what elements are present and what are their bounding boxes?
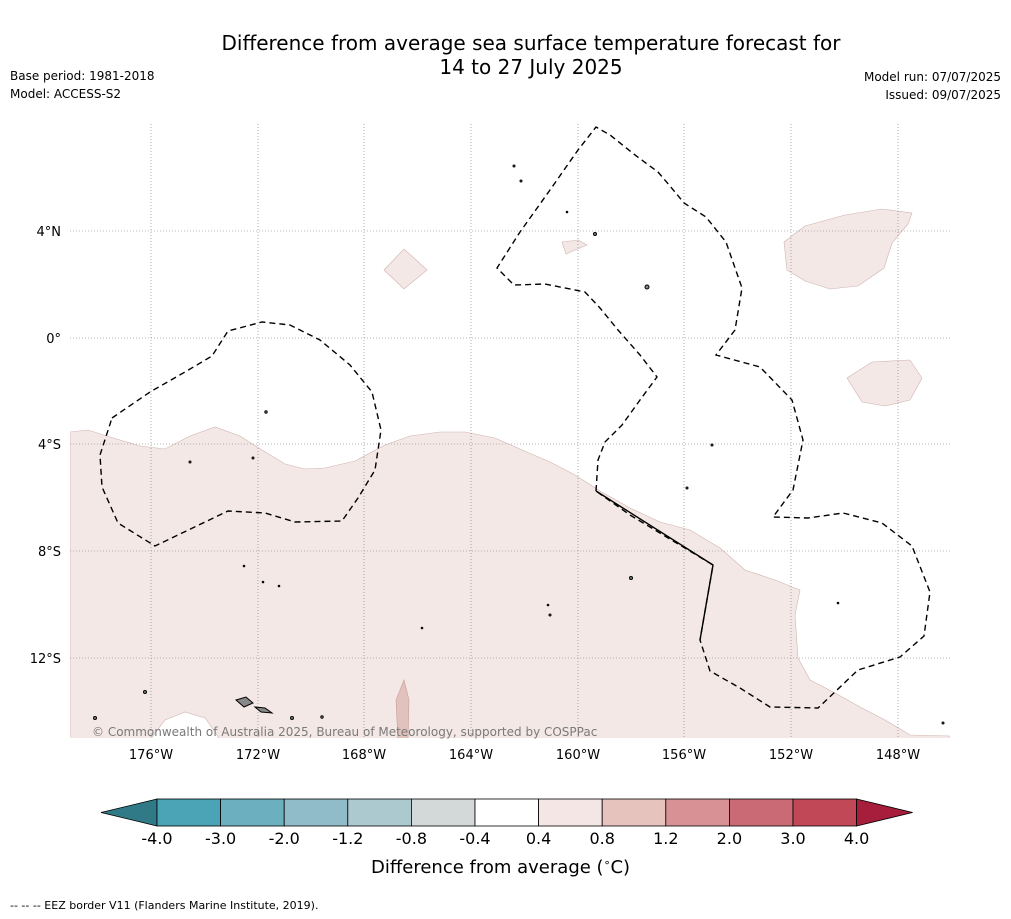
colorbar-segment	[538, 798, 603, 827]
island	[264, 410, 268, 414]
colorbar-arrow-high	[856, 798, 913, 827]
island	[251, 456, 255, 460]
colorbar-tick-label: 0.8	[589, 829, 614, 848]
island	[188, 460, 192, 464]
lat-labels: 4°N 0° 4°S 8°S 12°S	[30, 225, 61, 667]
island	[420, 626, 424, 630]
meta-right: Model run: 07/07/2025 Issued: 09/07/2025	[864, 68, 1001, 104]
lon-label: 176°W	[129, 748, 173, 763]
lon-label: 168°W	[342, 748, 386, 763]
colorbar-label-text: Difference from average (	[371, 857, 604, 878]
colorbar: -4.0 -3.0 -2.0 -1.2 -0.8 -0.4 0.4 0.8 1.2 2.0 3.0 4…	[100, 798, 913, 848]
anomaly-patch-east	[846, 359, 923, 407]
colorbar-segment	[729, 798, 794, 827]
lon-label: 156°W	[662, 748, 706, 763]
colorbar-segment	[283, 798, 349, 827]
island	[836, 601, 840, 605]
colorbar-arrow-low	[100, 798, 158, 827]
eez-shared-border	[595, 490, 714, 641]
lon-label: 148°W	[876, 748, 920, 763]
colorbar-segment	[156, 798, 221, 827]
island	[710, 443, 714, 447]
island	[512, 164, 516, 168]
eez-footnote: -- -- -- EEZ border V11 (Flanders Marine…	[10, 899, 319, 912]
anomaly-patch-strong	[395, 679, 410, 738]
colorbar-label: Difference from average (∘C)	[371, 856, 630, 878]
island	[941, 721, 945, 725]
title-line-1: Difference from average sea surface temp…	[221, 31, 841, 55]
island	[277, 584, 281, 588]
colorbar-tick-label: -2.0	[269, 829, 300, 848]
model-run: Model run: 07/07/2025	[863, 70, 1001, 84]
colorbar-tick-label: -1.2	[332, 829, 363, 848]
island	[519, 179, 523, 183]
anomaly-patch-north-2	[561, 239, 588, 255]
island-savaii	[234, 696, 254, 708]
copyright-text: © Commonwealth of Australia 2025, Bureau…	[92, 725, 597, 739]
map-title: Difference from average sea surface temp…	[0, 31, 1011, 79]
island	[320, 715, 324, 719]
island	[548, 613, 552, 617]
colorbar-segment	[474, 798, 539, 827]
colorbar-segment	[601, 798, 667, 827]
colorbar-tick-label: 0.4	[526, 829, 551, 848]
colorbar-tick-label: 3.0	[780, 829, 805, 848]
island	[546, 603, 550, 607]
lon-labels: 176°W 172°W 168°W 164°W 160°W 156°W 152°…	[129, 748, 920, 763]
eez-border-north	[496, 126, 931, 709]
lat-label: 4°N	[37, 225, 62, 240]
lat-label: 8°S	[38, 545, 61, 560]
colorbar-tick-label: -4.0	[141, 829, 172, 848]
islands	[93, 164, 945, 725]
colorbar-segment	[792, 798, 857, 827]
lat-label: 4°S	[38, 438, 61, 453]
island	[143, 690, 147, 694]
anomaly-region-south	[70, 426, 950, 738]
colorbar-segment	[220, 798, 285, 827]
anomaly-patch-northeast	[783, 208, 913, 290]
lat-label: 0°	[46, 332, 61, 347]
title-line-2: 14 to 27 July 2025	[439, 55, 623, 79]
colorbar-label-unit: C)	[610, 857, 630, 878]
island	[593, 232, 597, 236]
island	[242, 564, 246, 568]
graticule	[70, 124, 950, 738]
island	[629, 576, 633, 580]
neutral-gap	[151, 711, 220, 738]
colorbar-tick-label: 2.0	[717, 829, 742, 848]
eez-borders	[99, 126, 931, 709]
island-upolu	[253, 706, 274, 714]
island	[685, 486, 689, 490]
meta-left: Base period: 1981-2018 Model: ACCESS-S2	[10, 67, 155, 103]
anomaly-patch-north-1	[383, 248, 428, 290]
island	[644, 284, 650, 290]
eez-border-west	[99, 321, 382, 547]
island	[93, 716, 97, 720]
lon-label: 152°W	[769, 748, 813, 763]
lon-label: 160°W	[556, 748, 600, 763]
lon-label: 172°W	[236, 748, 280, 763]
lon-label: 164°W	[449, 748, 493, 763]
lat-label: 12°S	[30, 652, 61, 667]
map-area	[70, 208, 950, 738]
colorbar-tick-label: -3.0	[205, 829, 236, 848]
colorbar-segment	[665, 798, 730, 827]
colorbar-tick-label: -0.8	[396, 829, 427, 848]
island	[565, 210, 569, 214]
island	[261, 580, 265, 584]
island	[290, 716, 294, 720]
colorbar-segment	[347, 798, 412, 827]
model-name: Model: ACCESS-S2	[10, 87, 122, 101]
issued-date: Issued: 09/07/2025	[885, 88, 1001, 102]
base-period: Base period: 1981-2018	[10, 69, 155, 83]
colorbar-tick-label: 1.2	[653, 829, 678, 848]
degree-symbol: ∘	[604, 856, 611, 869]
colorbar-tick-label: -0.4	[459, 829, 490, 848]
colorbar-tick-label: 4.0	[844, 829, 869, 848]
colorbar-segment	[410, 798, 476, 827]
